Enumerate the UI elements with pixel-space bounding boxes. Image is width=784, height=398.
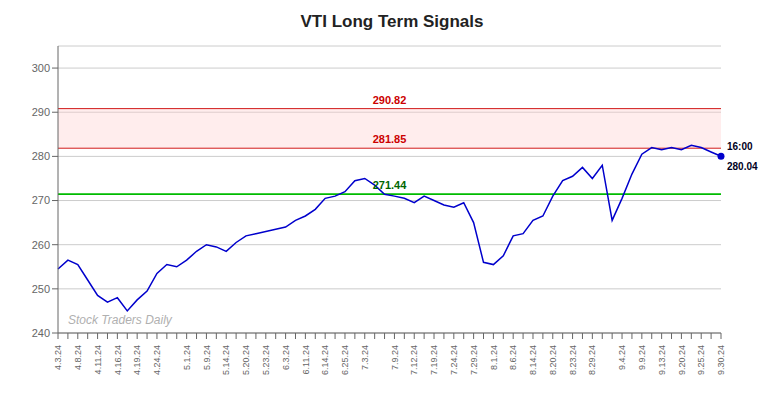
- html-text:VTI Long Term Signals: VTI Long Term Signals: [300, 12, 484, 31]
- svg-text:7.9.24: 7.9.24: [390, 345, 400, 370]
- svg-text:8.29.24: 8.29.24: [588, 345, 598, 375]
- svg-text:6.11.24: 6.11.24: [301, 345, 311, 374]
- svg-text:7.24.24: 7.24.24: [449, 345, 459, 375]
- svg-text:9.20.24: 9.20.24: [677, 345, 687, 375]
- html-text:Stock Traders Daily: Stock Traders Daily: [68, 313, 172, 327]
- svg-text:8.20.24: 8.20.24: [548, 345, 558, 375]
- svg-text:9.30.24: 9.30.24: [716, 345, 726, 375]
- svg-text:7.12.24: 7.12.24: [409, 345, 419, 375]
- svg-text:4.11.24: 4.11.24: [93, 345, 103, 374]
- svg-text:9.25.24: 9.25.24: [696, 345, 706, 375]
- svg-text:8.23.24: 8.23.24: [568, 345, 578, 375]
- svg-text:8.6.24: 8.6.24: [508, 345, 518, 370]
- svg-text:9.4.24: 9.4.24: [617, 345, 627, 370]
- svg-text:5.9.24: 5.9.24: [202, 345, 212, 370]
- svg-text:7.3.24: 7.3.24: [360, 345, 370, 370]
- svg-text:4.3.24: 4.3.24: [53, 345, 63, 370]
- svg-text:260: 260: [32, 239, 50, 251]
- svg-text:5.20.24: 5.20.24: [241, 345, 251, 375]
- svg-text:250: 250: [32, 283, 50, 295]
- svg-text:4.16.24: 4.16.24: [113, 345, 123, 375]
- svg-text:290: 290: [32, 106, 50, 118]
- svg-text:5.1.24: 5.1.24: [182, 345, 192, 370]
- svg-text:280: 280: [32, 150, 50, 162]
- svg-text:6.3.24: 6.3.24: [281, 345, 291, 370]
- svg-text:5.14.24: 5.14.24: [221, 345, 231, 375]
- svg-text:9.13.24: 9.13.24: [657, 345, 667, 375]
- svg-text:7.29.24: 7.29.24: [469, 345, 479, 375]
- svg-text:270: 270: [32, 194, 50, 206]
- svg-text:271.44: 271.44: [373, 179, 408, 191]
- svg-text:4.24.24: 4.24.24: [152, 345, 162, 375]
- svg-text:280.04: 280.04: [727, 161, 758, 172]
- svg-text:16:00: 16:00: [727, 141, 753, 152]
- svg-text:290.82: 290.82: [373, 94, 407, 106]
- svg-text:300: 300: [32, 62, 50, 74]
- svg-text:8.14.24: 8.14.24: [528, 345, 538, 375]
- svg-text:4.8.24: 4.8.24: [73, 345, 83, 370]
- svg-text:5.23.24: 5.23.24: [261, 345, 271, 375]
- svg-text:6.14.24: 6.14.24: [320, 345, 330, 375]
- svg-text:7.19.24: 7.19.24: [429, 345, 439, 375]
- svg-text:240: 240: [32, 327, 50, 339]
- svg-text:281.85: 281.85: [373, 133, 407, 145]
- svg-text:9.9.24: 9.9.24: [637, 345, 647, 370]
- svg-text:6.25.24: 6.25.24: [340, 345, 350, 375]
- svg-text:8.1.24: 8.1.24: [489, 345, 499, 370]
- svg-text:4.19.24: 4.19.24: [132, 345, 142, 375]
